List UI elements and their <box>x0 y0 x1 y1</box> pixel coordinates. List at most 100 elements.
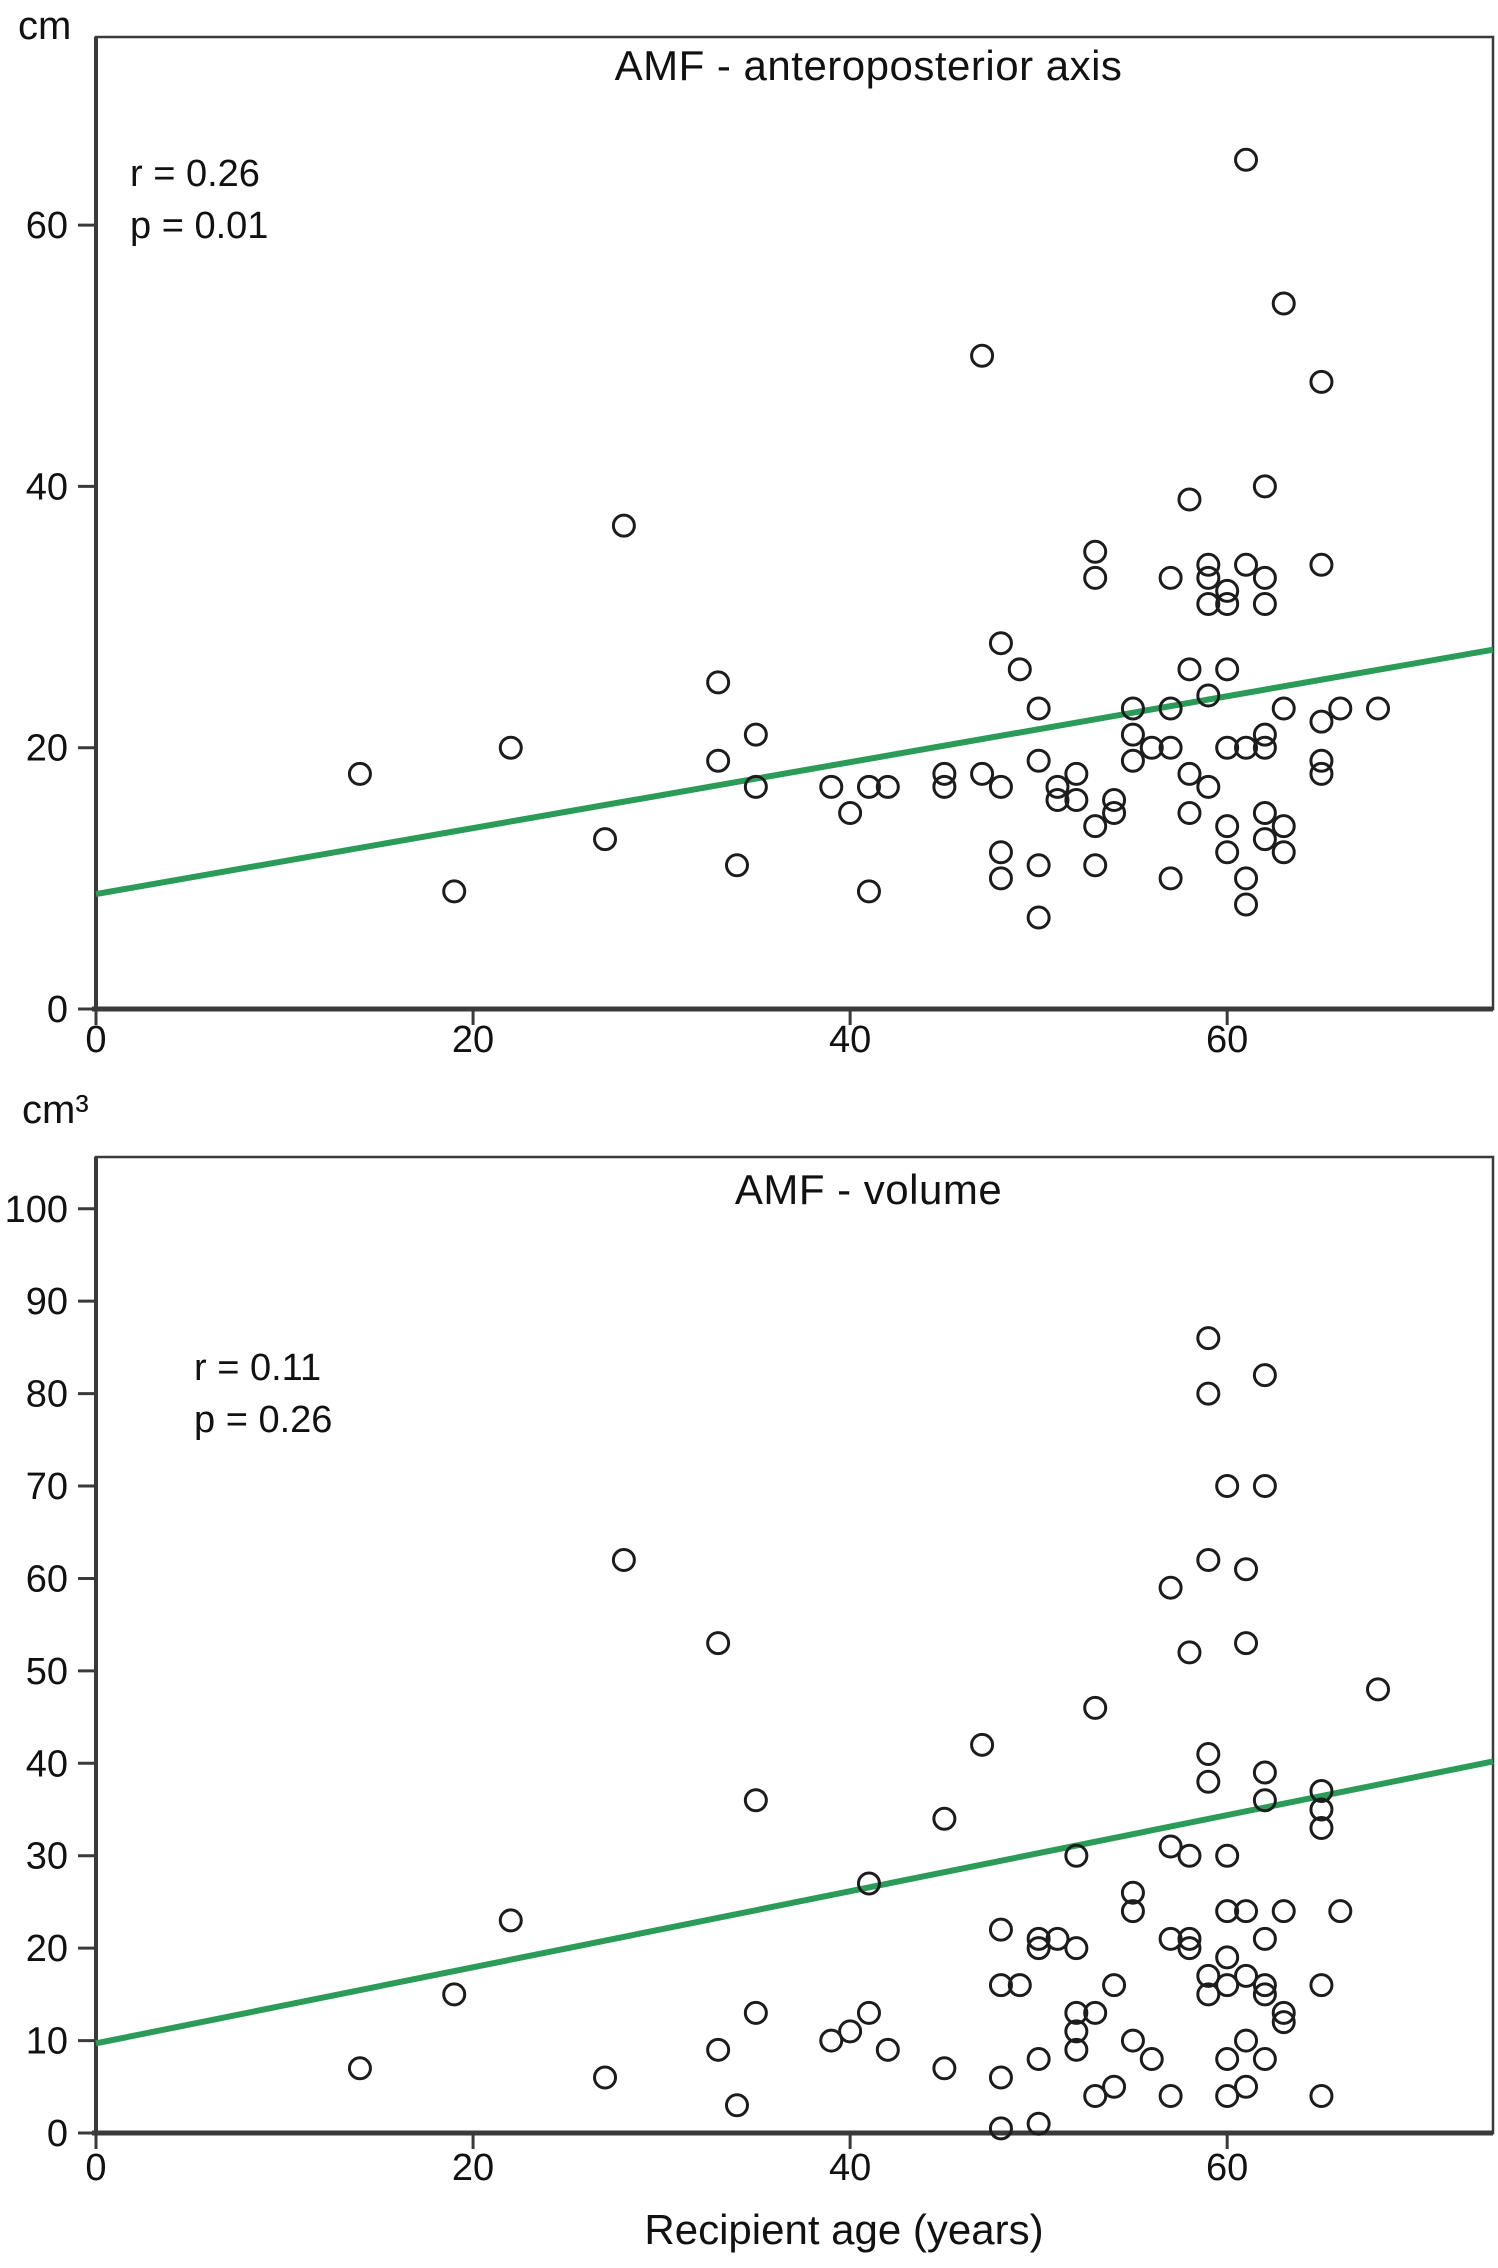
data-point <box>1177 761 1202 786</box>
data-point <box>1158 735 1183 760</box>
data-point <box>1215 2047 1240 2072</box>
data-point <box>1158 565 1183 590</box>
data-point <box>1196 1326 1221 1351</box>
data-point <box>988 774 1013 799</box>
data-point <box>1234 1557 1259 1582</box>
bottom-chart-r-value: r = 0.11 <box>194 1347 322 1389</box>
bottom-chart-p-value: p = 0.26 <box>194 1399 333 1441</box>
data-point <box>1177 1926 1202 1951</box>
data-point <box>1102 1973 1127 1998</box>
y-axis-tick-label: 60 <box>26 205 68 247</box>
data-point <box>1158 2084 1183 2109</box>
data-point <box>1271 2000 1296 2025</box>
data-point <box>593 827 618 852</box>
data-point <box>1102 801 1127 826</box>
data-point <box>856 1871 881 1896</box>
data-point <box>970 343 995 368</box>
data-point <box>1158 1926 1183 1951</box>
x-axis-tick-label: 60 <box>1206 2147 1248 2189</box>
data-point <box>593 2065 618 2090</box>
x-axis-tick-label: 0 <box>85 1019 106 1061</box>
data-point <box>819 774 844 799</box>
data-point <box>1234 1963 1259 1988</box>
y-axis-tick-label: 20 <box>26 1928 68 1970</box>
data-point <box>1234 866 1259 891</box>
data-point <box>1252 592 1277 616</box>
data-point <box>838 801 863 826</box>
data-point <box>1196 1742 1221 1767</box>
data-point <box>1120 722 1145 747</box>
data-point <box>819 2028 844 2053</box>
data-point <box>1120 748 1145 773</box>
data-point <box>1026 853 1051 878</box>
data-point <box>1102 2074 1127 2099</box>
y-axis-tick-label: 10 <box>26 2021 68 2063</box>
x-axis-tick-label: 20 <box>452 1019 494 1061</box>
y-axis-tick-label: 30 <box>26 1836 68 1878</box>
data-point <box>1252 565 1277 590</box>
data-point <box>988 2116 1013 2141</box>
data-point <box>856 774 881 799</box>
data-point <box>1007 657 1032 682</box>
data-point <box>1309 1973 1334 1998</box>
data-point <box>1309 2084 1334 2109</box>
data-point <box>1252 1760 1277 1785</box>
data-point <box>1064 1843 1089 1868</box>
data-point <box>1026 905 1051 930</box>
data-point <box>1234 552 1259 577</box>
data-point <box>932 761 957 786</box>
data-point <box>856 2000 881 2025</box>
data-point <box>1215 814 1240 839</box>
data-point <box>1083 814 1108 839</box>
data-point <box>1026 1936 1051 1961</box>
data-point <box>875 774 900 799</box>
data-point <box>1365 1677 1390 1702</box>
data-point <box>988 1917 1013 1942</box>
x-axis-label: Recipient age (years) <box>644 2206 1044 2253</box>
data-point <box>1309 1816 1334 1840</box>
data-point <box>611 513 636 538</box>
data-point <box>1064 787 1089 812</box>
data-point <box>1252 1973 1277 1998</box>
data-point <box>1234 2028 1259 2053</box>
data-point <box>1026 696 1051 721</box>
data-point <box>1026 2111 1051 2136</box>
data-point <box>1045 787 1070 812</box>
data-point <box>1309 748 1334 773</box>
data-point <box>1196 1381 1221 1406</box>
data-point <box>1328 1899 1353 1924</box>
bottom-chart-stats-annotation: r = 0.11 p = 0.26 <box>194 1342 332 1446</box>
data-point <box>1309 761 1334 786</box>
data-point <box>1102 787 1127 812</box>
bottom-chart-title: AMF - volume <box>734 1166 1003 1213</box>
top-chart-stats-annotation: r = 0.26 p = 0.01 <box>130 148 268 252</box>
data-point <box>1026 1926 1051 1951</box>
data-point <box>1026 748 1051 773</box>
bottom-chart-y-unit-label: cm³ <box>22 1088 89 1132</box>
data-point <box>1177 1640 1202 1665</box>
data-point <box>1252 1926 1277 1951</box>
data-point <box>706 1631 731 1656</box>
plot-border <box>94 1155 1495 2135</box>
data-point <box>1177 657 1202 682</box>
data-point <box>1177 1843 1202 1868</box>
data-point <box>988 631 1013 656</box>
data-point <box>1252 2047 1277 2072</box>
data-point <box>1252 1788 1277 1813</box>
data-point <box>988 840 1013 865</box>
data-point <box>347 761 372 786</box>
y-axis-tick-label: 20 <box>26 728 68 770</box>
data-point <box>1196 774 1221 799</box>
y-axis-tick-label: 50 <box>26 1651 68 1693</box>
data-point <box>743 2000 768 2025</box>
data-point <box>1271 1899 1296 1924</box>
data-point <box>1309 1779 1334 1804</box>
data-point <box>611 1547 636 1572</box>
data-point <box>1252 474 1277 499</box>
data-point <box>1196 1963 1221 1988</box>
data-point <box>1196 1982 1221 2007</box>
data-point <box>1234 147 1259 172</box>
data-point <box>1271 840 1296 865</box>
data-point <box>1083 539 1108 564</box>
data-point <box>988 2065 1013 2090</box>
